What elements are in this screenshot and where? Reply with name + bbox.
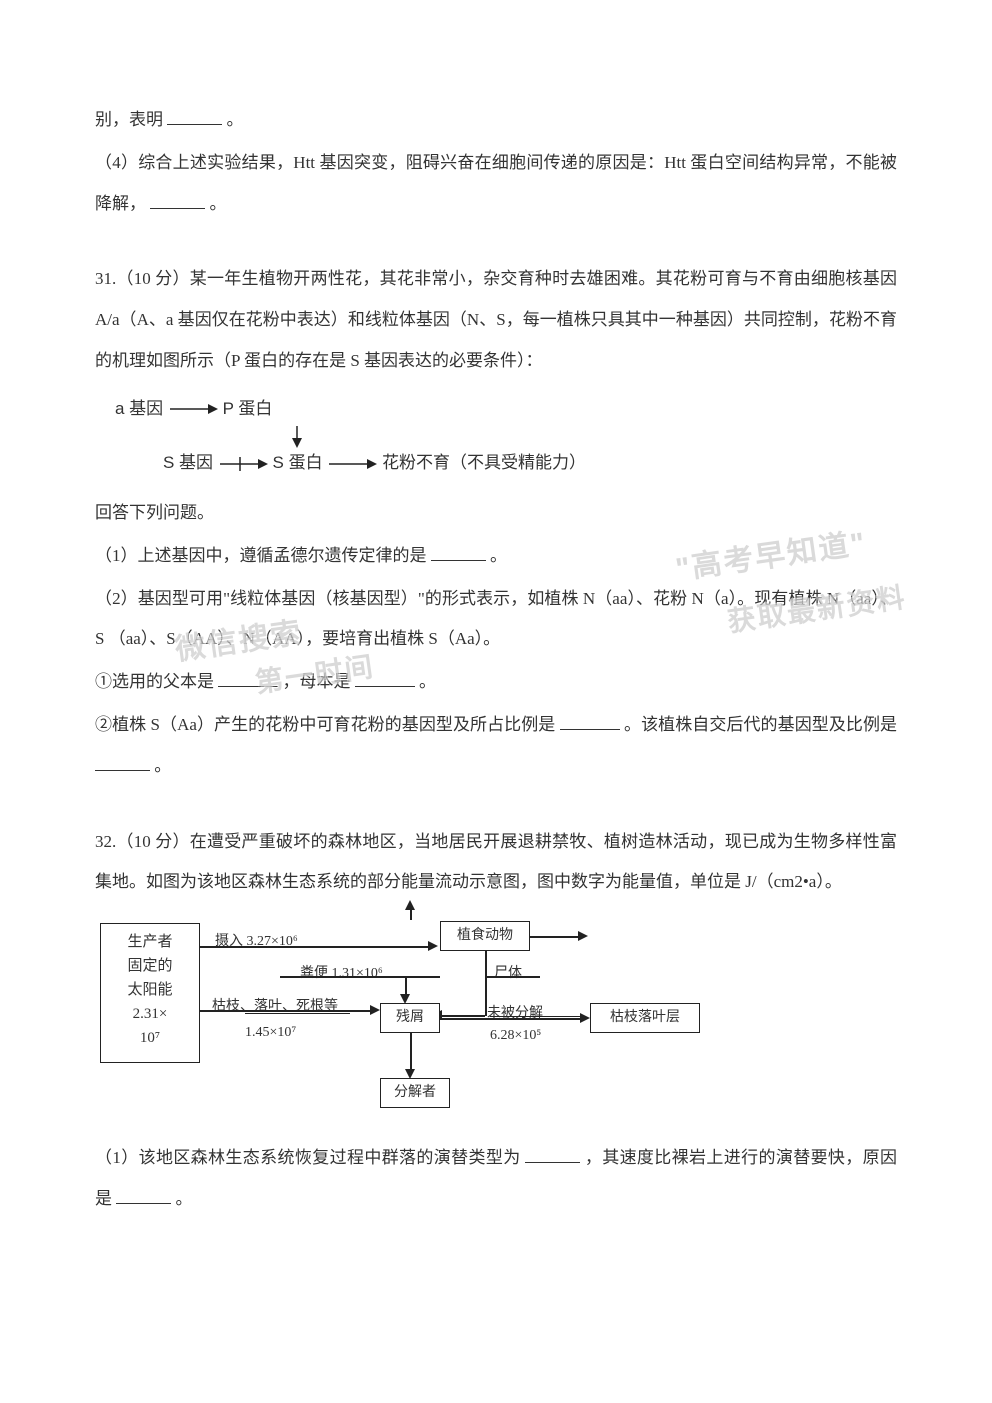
- feces-label: 粪便 1.31×10⁶: [300, 957, 383, 991]
- q31-sub2: （2）基因型可用"线粒体基因（核基因型）"的形式表示，如植株 N（aa）、花粉 …: [95, 579, 897, 661]
- q31-sub1: （1）上述基因中，遵循孟德尔遗传定律的是 。: [95, 536, 897, 577]
- corpse-label: 尸体: [494, 957, 522, 991]
- blank: [525, 1143, 580, 1163]
- blank: [560, 710, 620, 730]
- q31-intro: 回答下列问题。: [95, 493, 897, 534]
- producer-box: 生产者 固定的 太阳能 2.31× 10⁷: [100, 923, 200, 1063]
- p-l5: 10⁷: [140, 1028, 160, 1049]
- q30-text1b: 。: [227, 110, 244, 129]
- p-l4: 2.31×: [133, 1004, 168, 1025]
- decomposer-box: 分解者: [380, 1078, 450, 1108]
- blank: [95, 750, 150, 770]
- q30-text2b: 。: [210, 194, 227, 213]
- q32-header: 32.（10 分）在遭受严重破坏的森林地区，当地居民开展退耕禁牧、植树造林活动，…: [95, 822, 897, 904]
- q30-line2: （4）综合上述实验结果，Htt 基因突变，阻碍兴奋在细胞间传递的原因是：Htt …: [95, 143, 897, 225]
- herbivore-box: 植食动物: [440, 921, 530, 951]
- q31-sub2-1: ①选用的父本是 ，母本是 。: [95, 662, 897, 703]
- blank: [116, 1184, 171, 1204]
- undecomposed-val: 6.28×10⁵: [490, 1016, 580, 1053]
- gene-flow-diagram: a 基因 P 蛋白 S 基因 S 蛋白 花粉不育（不具受精能力）: [95, 394, 897, 479]
- p-l3: 太阳能: [127, 980, 172, 1001]
- q32-sub1: （1）该地区森林生态系统恢复过程中群落的演替类型为 ，其速度比裸岩上进行的演替要…: [95, 1138, 897, 1220]
- arrow-right-icon: [327, 457, 377, 471]
- blank: [167, 105, 222, 125]
- p-l2: 固定的: [127, 956, 172, 977]
- litter-layer-box: 枯枝落叶层: [590, 1003, 700, 1033]
- blank: [431, 540, 486, 560]
- arrow-right-icon: [218, 457, 268, 471]
- flow-s: S 基因: [163, 453, 213, 472]
- q31-sub1-a: （1）上述基因中，遵循孟德尔遗传定律的是: [95, 546, 427, 565]
- litter-value: 1.45×10⁷: [245, 1013, 350, 1050]
- flow-sp: S 蛋白: [273, 453, 323, 472]
- flow-result: 花粉不育（不具受精能力）: [382, 453, 586, 472]
- q31-header: 31.（10 分）某一年生植物开两性花，其花非常小，杂交育种时去雄困难。其花粉可…: [95, 259, 897, 381]
- flow-p: P 蛋白: [223, 399, 273, 418]
- q30-line1: 别，表明 。: [95, 100, 897, 141]
- q31-sub2-2: ②植株 S（Aa）产生的花粉中可育花粉的基因型及所占比例是 。该植株自交后代的基…: [95, 705, 897, 787]
- q31-sub2-1a: ①选用的父本是: [95, 672, 214, 691]
- blank: [150, 188, 205, 208]
- q31-sub1-b: 。: [490, 546, 507, 565]
- arrow-right-icon: [168, 402, 218, 416]
- p-l1: 生产者: [127, 932, 172, 953]
- q31-sub2-2a: ②植株 S（Aa）产生的花粉中可育花粉的基因型及所占比例是: [95, 715, 555, 734]
- arrow-down-icon: [290, 426, 304, 448]
- q31-sub2-1c: 。: [419, 672, 436, 691]
- blank: [355, 667, 415, 687]
- blank: [218, 667, 278, 687]
- q32-sub1-a: （1）该地区森林生态系统恢复过程中群落的演替类型为: [95, 1148, 521, 1167]
- intake-label: 摄入 3.27×10⁶: [215, 925, 298, 959]
- q32-sub1-c: 。: [176, 1189, 193, 1208]
- q30-text1: 别，表明: [95, 110, 163, 129]
- debris-box: 残屑: [380, 1003, 440, 1033]
- q31-sub2-1b: ，母本是: [283, 672, 351, 691]
- q31-sub2-2c: 。: [154, 756, 171, 775]
- flow-a: a 基因: [115, 399, 163, 418]
- q31-sub2-2b: 。该植株自交后代的基因型及比例是: [624, 715, 897, 734]
- energy-flow-diagram: 生产者 固定的 太阳能 2.31× 10⁷ 摄入 3.27×10⁶ 植食动物 粪…: [100, 918, 720, 1118]
